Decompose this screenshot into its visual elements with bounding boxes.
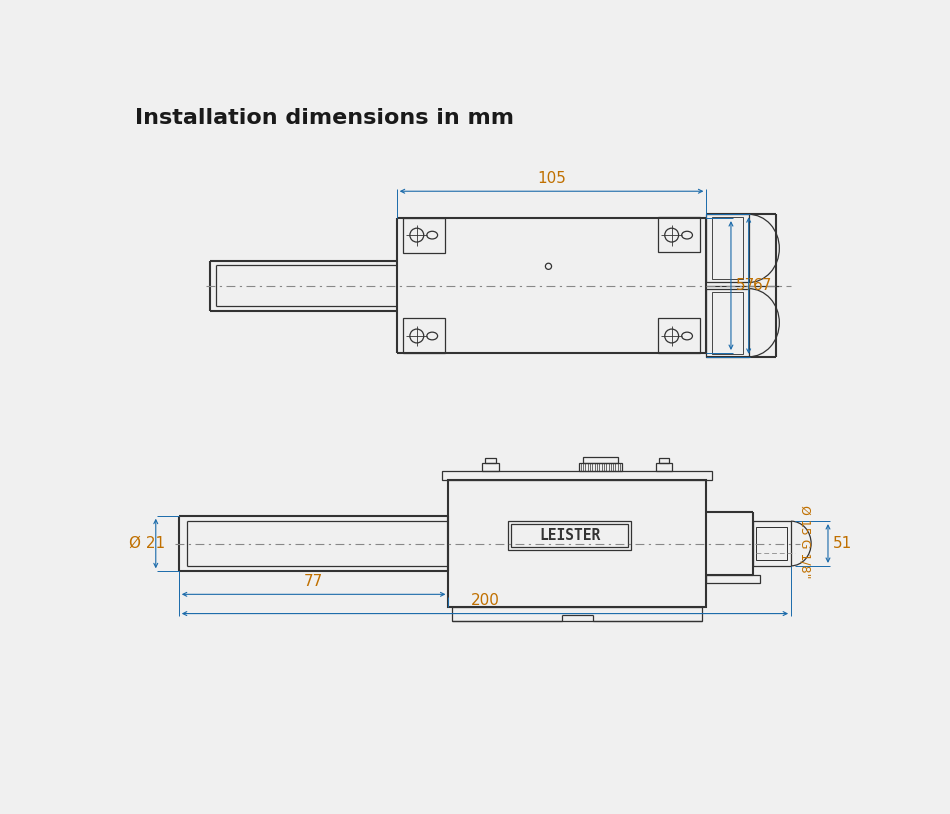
- Bar: [707, 214, 749, 282]
- Text: 200: 200: [470, 593, 500, 608]
- Bar: [580, 463, 621, 470]
- Text: 67: 67: [753, 278, 772, 293]
- Bar: [712, 291, 743, 354]
- Bar: [442, 470, 712, 480]
- Text: 105: 105: [537, 171, 566, 186]
- Text: Installation dimensions in mm: Installation dimensions in mm: [135, 108, 514, 129]
- Text: Ø 21: Ø 21: [129, 536, 165, 551]
- Bar: [707, 289, 749, 357]
- Bar: [707, 575, 760, 583]
- Bar: [403, 318, 446, 353]
- Bar: [511, 524, 628, 547]
- Text: 51: 51: [832, 536, 852, 551]
- Text: LEISTER: LEISTER: [539, 527, 600, 543]
- Text: Ø 15 G 1/8": Ø 15 G 1/8": [798, 505, 811, 579]
- Text: 57: 57: [735, 278, 755, 293]
- Bar: [657, 318, 700, 353]
- Bar: [452, 607, 702, 621]
- Bar: [483, 463, 499, 470]
- Bar: [752, 521, 791, 566]
- Bar: [485, 458, 496, 463]
- Bar: [656, 463, 673, 470]
- Bar: [403, 218, 446, 253]
- Text: 77: 77: [304, 574, 323, 589]
- Bar: [583, 457, 618, 463]
- Bar: [658, 458, 670, 463]
- Bar: [448, 480, 707, 607]
- Bar: [712, 217, 743, 279]
- Bar: [657, 217, 700, 252]
- Bar: [508, 521, 631, 550]
- Bar: [756, 527, 788, 560]
